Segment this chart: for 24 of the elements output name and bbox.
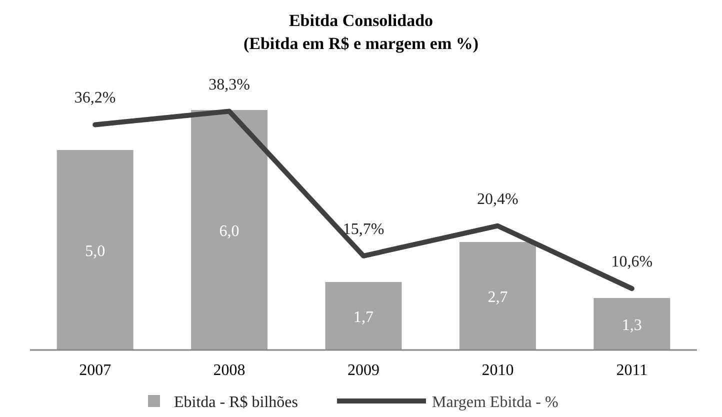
x-tick-label: 2007 (79, 362, 112, 379)
chart-subtitle: (Ebitda em R$ e margem em %) (243, 34, 479, 53)
data-label: 5,0 (85, 243, 106, 260)
x-tick-label: 2011 (616, 362, 648, 379)
legend-label: Ebitda - R$ bilhões (174, 394, 298, 411)
bar (594, 298, 670, 350)
bar (191, 110, 268, 350)
data-label: 1,3 (622, 317, 642, 334)
data-label: 6,0 (219, 223, 240, 240)
data-label: 20,4% (477, 190, 518, 208)
data-label: 38,3% (208, 76, 250, 94)
chart-title: Ebitda Consolidado (288, 11, 434, 30)
data-label: 1,7 (354, 309, 374, 326)
data-label: 2,7 (488, 289, 508, 306)
x-tick-label: 2009 (348, 362, 380, 379)
data-label: 15,7% (342, 220, 384, 238)
bar (459, 242, 536, 350)
x-tick-label: 2010 (482, 362, 514, 379)
x-tick-label: 2008 (213, 362, 246, 379)
data-label: 36,2% (74, 90, 116, 107)
data-label: 10,6% (611, 254, 653, 271)
bar (56, 150, 134, 350)
bar (325, 282, 402, 350)
text: Margem Ebitda - % (432, 394, 558, 411)
